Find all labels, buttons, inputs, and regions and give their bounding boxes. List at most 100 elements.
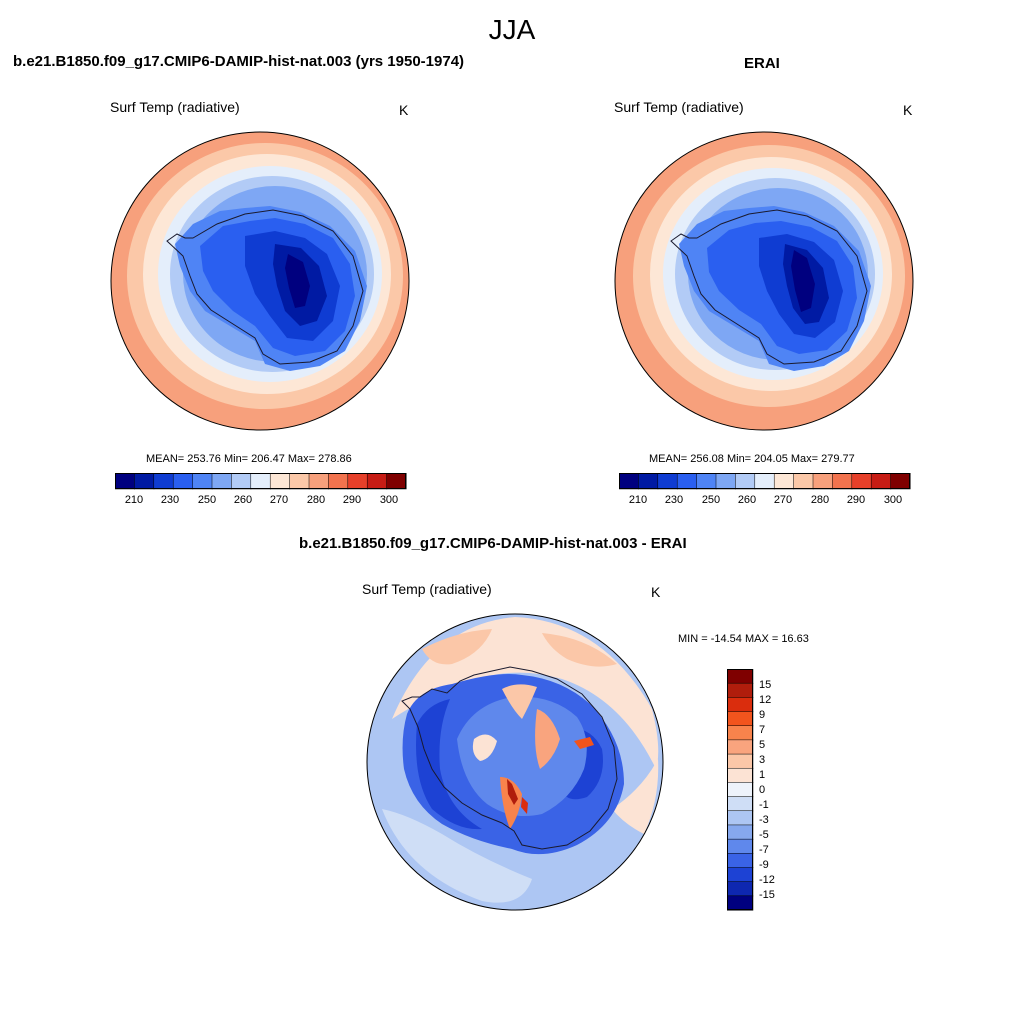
diff-variable-label: Surf Temp (radiative) bbox=[362, 581, 492, 597]
colorbar-swatch bbox=[727, 711, 754, 727]
right-cb-tick: 230 bbox=[664, 494, 684, 506]
colorbar-swatch bbox=[727, 824, 754, 840]
colorbar-swatch bbox=[619, 473, 639, 490]
colorbar-swatch bbox=[347, 473, 368, 490]
colorbar-swatch bbox=[793, 473, 814, 490]
colorbar-swatch bbox=[657, 473, 678, 490]
colorbar-swatch bbox=[727, 697, 754, 713]
colorbar-swatch bbox=[832, 473, 853, 490]
diff-units-label: K bbox=[651, 584, 661, 600]
diff-cb-tick: -5 bbox=[759, 829, 769, 841]
right-cb-tick: 260 bbox=[737, 494, 757, 506]
left-cb-tick: 270 bbox=[269, 494, 289, 506]
diff-region-warm bbox=[472, 734, 497, 761]
right-cb-tick: 290 bbox=[846, 494, 866, 506]
diff-polar-map bbox=[366, 613, 664, 911]
colorbar-swatch bbox=[115, 473, 135, 490]
colorbar-swatch bbox=[727, 867, 754, 883]
antarctica-region bbox=[285, 254, 310, 308]
diff-region-hot bbox=[507, 779, 518, 805]
diff-region-cool bbox=[382, 809, 532, 903]
colorbar-swatch bbox=[727, 895, 754, 911]
right-colorbar bbox=[619, 473, 911, 490]
colorbar-swatch bbox=[851, 473, 872, 490]
colorbar-swatch bbox=[366, 473, 388, 490]
left-stats: MEAN= 253.76 Min= 206.47 Max= 278.86 bbox=[146, 453, 352, 465]
diff-region-warm bbox=[500, 777, 522, 829]
diff-cb-tick: -7 bbox=[759, 844, 769, 856]
colorbar-swatch bbox=[153, 473, 174, 490]
antarctica-coastline bbox=[401, 666, 618, 850]
diff-region-warm bbox=[535, 709, 560, 769]
colorbar-swatch bbox=[754, 473, 775, 490]
colorbar-swatch bbox=[890, 473, 911, 490]
colorbar-swatch bbox=[727, 753, 754, 769]
right-cb-tick: 210 bbox=[628, 494, 648, 506]
diff-cb-tick: -1 bbox=[759, 799, 769, 811]
map-border bbox=[110, 131, 410, 431]
colorbar-swatch bbox=[172, 473, 194, 490]
right-units-label: K bbox=[903, 102, 913, 118]
left-cb-tick: 260 bbox=[233, 494, 253, 506]
diff-region-hot bbox=[521, 797, 528, 814]
map-border bbox=[366, 613, 664, 911]
diff-region-hot bbox=[574, 737, 594, 749]
colorbar-swatch bbox=[328, 473, 349, 490]
right-cb-tick: 270 bbox=[773, 494, 793, 506]
colorbar-swatch bbox=[727, 881, 754, 897]
right-cb-tick: 250 bbox=[701, 494, 721, 506]
diff-region-warm bbox=[502, 684, 537, 719]
diff-region-warm bbox=[422, 629, 492, 665]
right-stats: MEAN= 256.08 Min= 204.05 Max= 279.77 bbox=[649, 453, 855, 465]
colorbar-swatch bbox=[269, 473, 291, 490]
colorbar-swatch bbox=[676, 473, 698, 490]
diff-cb-tick: 9 bbox=[759, 709, 766, 721]
colorbar-swatch bbox=[715, 473, 736, 490]
diff-cb-tick: -15 bbox=[759, 889, 775, 901]
colorbar-swatch bbox=[812, 473, 833, 490]
colorbar-swatch bbox=[727, 767, 754, 783]
right-cb-tick: 300 bbox=[883, 494, 903, 506]
colorbar-swatch bbox=[386, 473, 407, 490]
page-title: JJA bbox=[488, 14, 536, 45]
left-cb-tick: 230 bbox=[160, 494, 180, 506]
colorbar-swatch bbox=[192, 473, 213, 490]
colorbar-swatch bbox=[308, 473, 329, 490]
left-cb-tick: 300 bbox=[379, 494, 399, 506]
colorbar-swatch bbox=[696, 473, 717, 490]
diff-cb-tick: 0 bbox=[759, 784, 766, 796]
left-panel-title: b.e21.B1850.f09_g17.CMIP6-DAMIP-hist-nat… bbox=[13, 53, 465, 70]
diff-region-warm bbox=[612, 759, 659, 834]
diff-cb-tick: 5 bbox=[759, 739, 766, 751]
colorbar-swatch bbox=[211, 473, 232, 490]
diff-cb-tick: -12 bbox=[759, 874, 775, 886]
colorbar-swatch bbox=[727, 669, 754, 684]
right-panel-title: ERAI bbox=[744, 55, 780, 72]
colorbar-swatch bbox=[870, 473, 892, 490]
diff-cb-tick: 15 bbox=[759, 679, 772, 691]
diff-region-warm bbox=[542, 633, 617, 667]
left-variable-label: Surf Temp (radiative) bbox=[110, 99, 240, 115]
colorbar-swatch bbox=[727, 782, 754, 798]
colorbar-swatch bbox=[727, 853, 754, 869]
colorbar-swatch bbox=[231, 473, 252, 490]
antarctica-coastline bbox=[670, 209, 868, 365]
map-border bbox=[614, 131, 914, 431]
diff-cb-tick: 3 bbox=[759, 754, 766, 766]
diff-panel-title: b.e21.B1850.f09_g17.CMIP6-DAMIP-hist-nat… bbox=[299, 535, 687, 552]
antarctica-coastline bbox=[166, 209, 364, 365]
left-cb-tick: 250 bbox=[197, 494, 217, 506]
colorbar-swatch bbox=[727, 682, 754, 698]
colorbar-swatch bbox=[727, 796, 754, 812]
right-variable-label: Surf Temp (radiative) bbox=[614, 99, 744, 115]
diff-cb-tick: 1 bbox=[759, 769, 766, 781]
diff-cb-tick: -9 bbox=[759, 859, 769, 871]
left-cb-tick: 290 bbox=[342, 494, 362, 506]
left-colorbar bbox=[115, 473, 407, 490]
left-units-label: K bbox=[399, 102, 409, 118]
left-cb-tick: 210 bbox=[124, 494, 144, 506]
colorbar-swatch bbox=[250, 473, 271, 490]
diff-cb-tick: 7 bbox=[759, 724, 766, 736]
colorbar-swatch bbox=[289, 473, 310, 490]
colorbar-swatch bbox=[727, 810, 754, 826]
